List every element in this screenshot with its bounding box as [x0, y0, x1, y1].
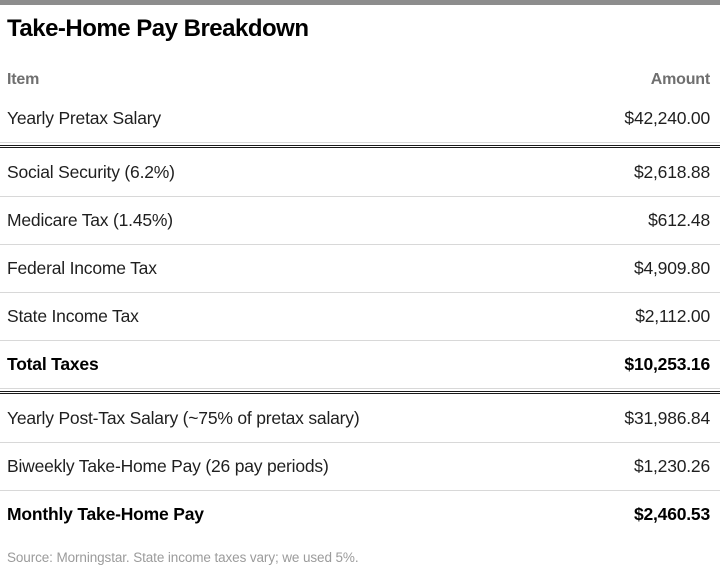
- table-row-total-taxes: Total Taxes $10,253.16: [0, 340, 720, 388]
- table-row: Yearly Pretax Salary $42,240.00: [0, 94, 720, 142]
- row-amount-value: $2,618.88: [633, 161, 710, 182]
- row-amount-value: $1,230.26: [633, 456, 710, 476]
- table-row-monthly-take-home: Monthly Take-Home Pay $2,460.53: [0, 490, 720, 538]
- row-item-label: Medicare Tax (1.45%): [7, 210, 173, 230]
- table-row: Yearly Post-Tax Salary (~75% of pretax s…: [0, 394, 720, 442]
- top-rule: [0, 0, 720, 5]
- column-header-item: Item: [7, 71, 40, 88]
- row-amount-value: $612.48: [648, 210, 710, 230]
- row-item-label: Federal Income Tax: [7, 258, 157, 278]
- section-divider: [0, 388, 720, 394]
- section-divider: [0, 142, 720, 148]
- column-header-amount: Amount: [650, 71, 710, 88]
- row-item-label: Yearly Pretax Salary: [7, 107, 161, 128]
- row-item-label: State Income Tax: [7, 306, 139, 326]
- row-item-label: Monthly Take-Home Pay: [7, 504, 204, 524]
- row-amount-value: $10,253.16: [624, 354, 710, 374]
- table-row: State Income Tax $2,112.00: [0, 292, 720, 340]
- row-amount-value: $4,909.80: [633, 258, 710, 278]
- row-item-label: Total Taxes: [7, 354, 99, 374]
- table-row: Biweekly Take-Home Pay (26 pay periods) …: [0, 442, 720, 490]
- row-amount-value: $2,460.53: [633, 504, 710, 524]
- page-title: Take-Home Pay Breakdown: [7, 15, 309, 42]
- row-item-label: Biweekly Take-Home Pay (26 pay periods): [7, 456, 329, 476]
- row-amount-value: $2,112.00: [635, 306, 710, 326]
- table-row: Medicare Tax (1.45%) $612.48: [0, 196, 720, 244]
- column-header-row: Item Amount: [0, 66, 720, 94]
- row-item-label: Social Security (6.2%): [7, 161, 175, 182]
- source-note: Source: Morningstar. State income taxes …: [7, 550, 359, 565]
- table-row: Federal Income Tax $4,909.80: [0, 244, 720, 292]
- table-row: Social Security (6.2%) $2,618.88: [0, 148, 720, 196]
- row-amount-value: $31,986.84: [624, 407, 710, 428]
- row-amount-value: $42,240.00: [624, 107, 710, 128]
- row-item-label: Yearly Post-Tax Salary (~75% of pretax s…: [7, 407, 360, 428]
